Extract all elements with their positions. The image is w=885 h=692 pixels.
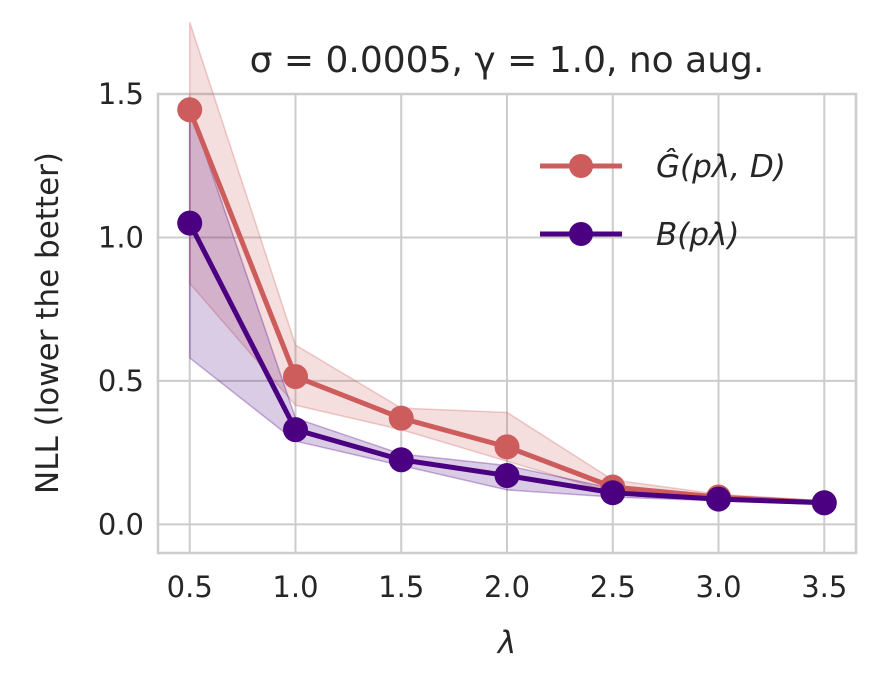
x-tick-label: 2.5 [590, 570, 636, 604]
data-point-g-hat [177, 97, 203, 123]
data-point-b [494, 463, 520, 489]
legend-marker-g-hat [569, 154, 593, 178]
data-point-b [177, 210, 203, 236]
y-tick-label: 1.5 [98, 77, 144, 111]
data-point-g-hat [388, 405, 414, 431]
data-point-b [282, 417, 308, 443]
x-axis-label: λ [496, 625, 516, 661]
chart-title: σ = 0.0005, γ = 1.0, no aug. [250, 40, 765, 81]
legend: Ĝ(pλ, D) B(pλ) [540, 148, 786, 253]
x-tick-label: 1.0 [272, 570, 318, 604]
data-point-b [600, 480, 626, 506]
y-tick-label: 1.0 [98, 220, 144, 254]
x-tick-label: 2.0 [484, 570, 530, 604]
data-point-b [706, 486, 732, 512]
legend-marker-b [569, 222, 593, 246]
tick-labels: 0.5 1.0 1.5 2.0 2.5 3.0 3.5 0.0 0.5 1.0 1.5 [98, 77, 847, 604]
data-point-g-hat [282, 364, 308, 390]
legend-label-g-hat: Ĝ(pλ, D) [656, 148, 786, 185]
data-point-b [811, 490, 837, 516]
x-tick-label: 3.0 [695, 570, 741, 604]
y-tick-label: 0.5 [98, 364, 144, 398]
y-axis-label: NLL (lower the better) [30, 152, 66, 494]
legend-label-b: B(pλ) [656, 217, 739, 253]
series-lines [177, 97, 837, 516]
data-point-b [388, 447, 414, 473]
data-point-g-hat [494, 434, 520, 460]
x-tick-label: 0.5 [167, 570, 213, 604]
x-tick-label: 1.5 [378, 570, 424, 604]
y-tick-label: 0.0 [98, 507, 144, 541]
plot-frame [156, 92, 858, 555]
x-tick-label: 3.5 [801, 570, 847, 604]
